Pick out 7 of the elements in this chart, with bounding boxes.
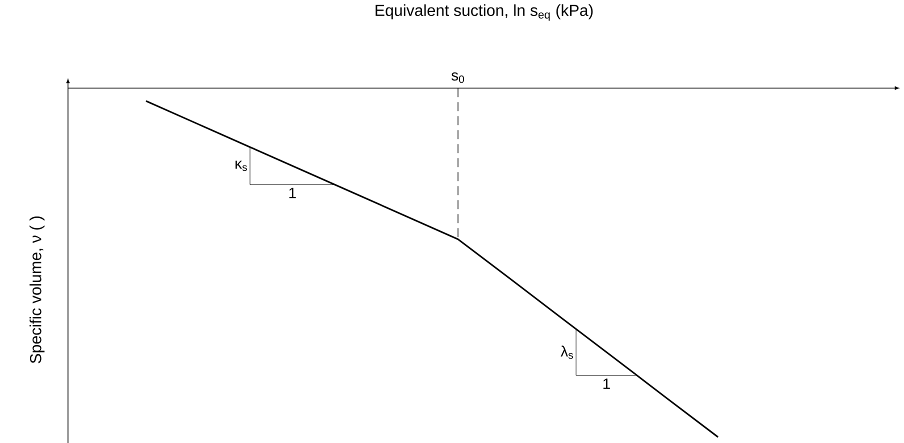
x-axis-title: Equivalent suction, ln s$_{eq}$ (kPa) xyxy=(376,4,593,21)
annotation: λ$_{s}$ xyxy=(560,346,573,359)
annotation: κ$_{s}$ xyxy=(236,160,247,171)
annotation: 1 xyxy=(289,188,296,198)
text: s$_{0}$ xyxy=(452,72,464,83)
annotation: 1 xyxy=(603,378,610,389)
y-axis-title: Specific volume, ν ( ) xyxy=(30,216,44,364)
